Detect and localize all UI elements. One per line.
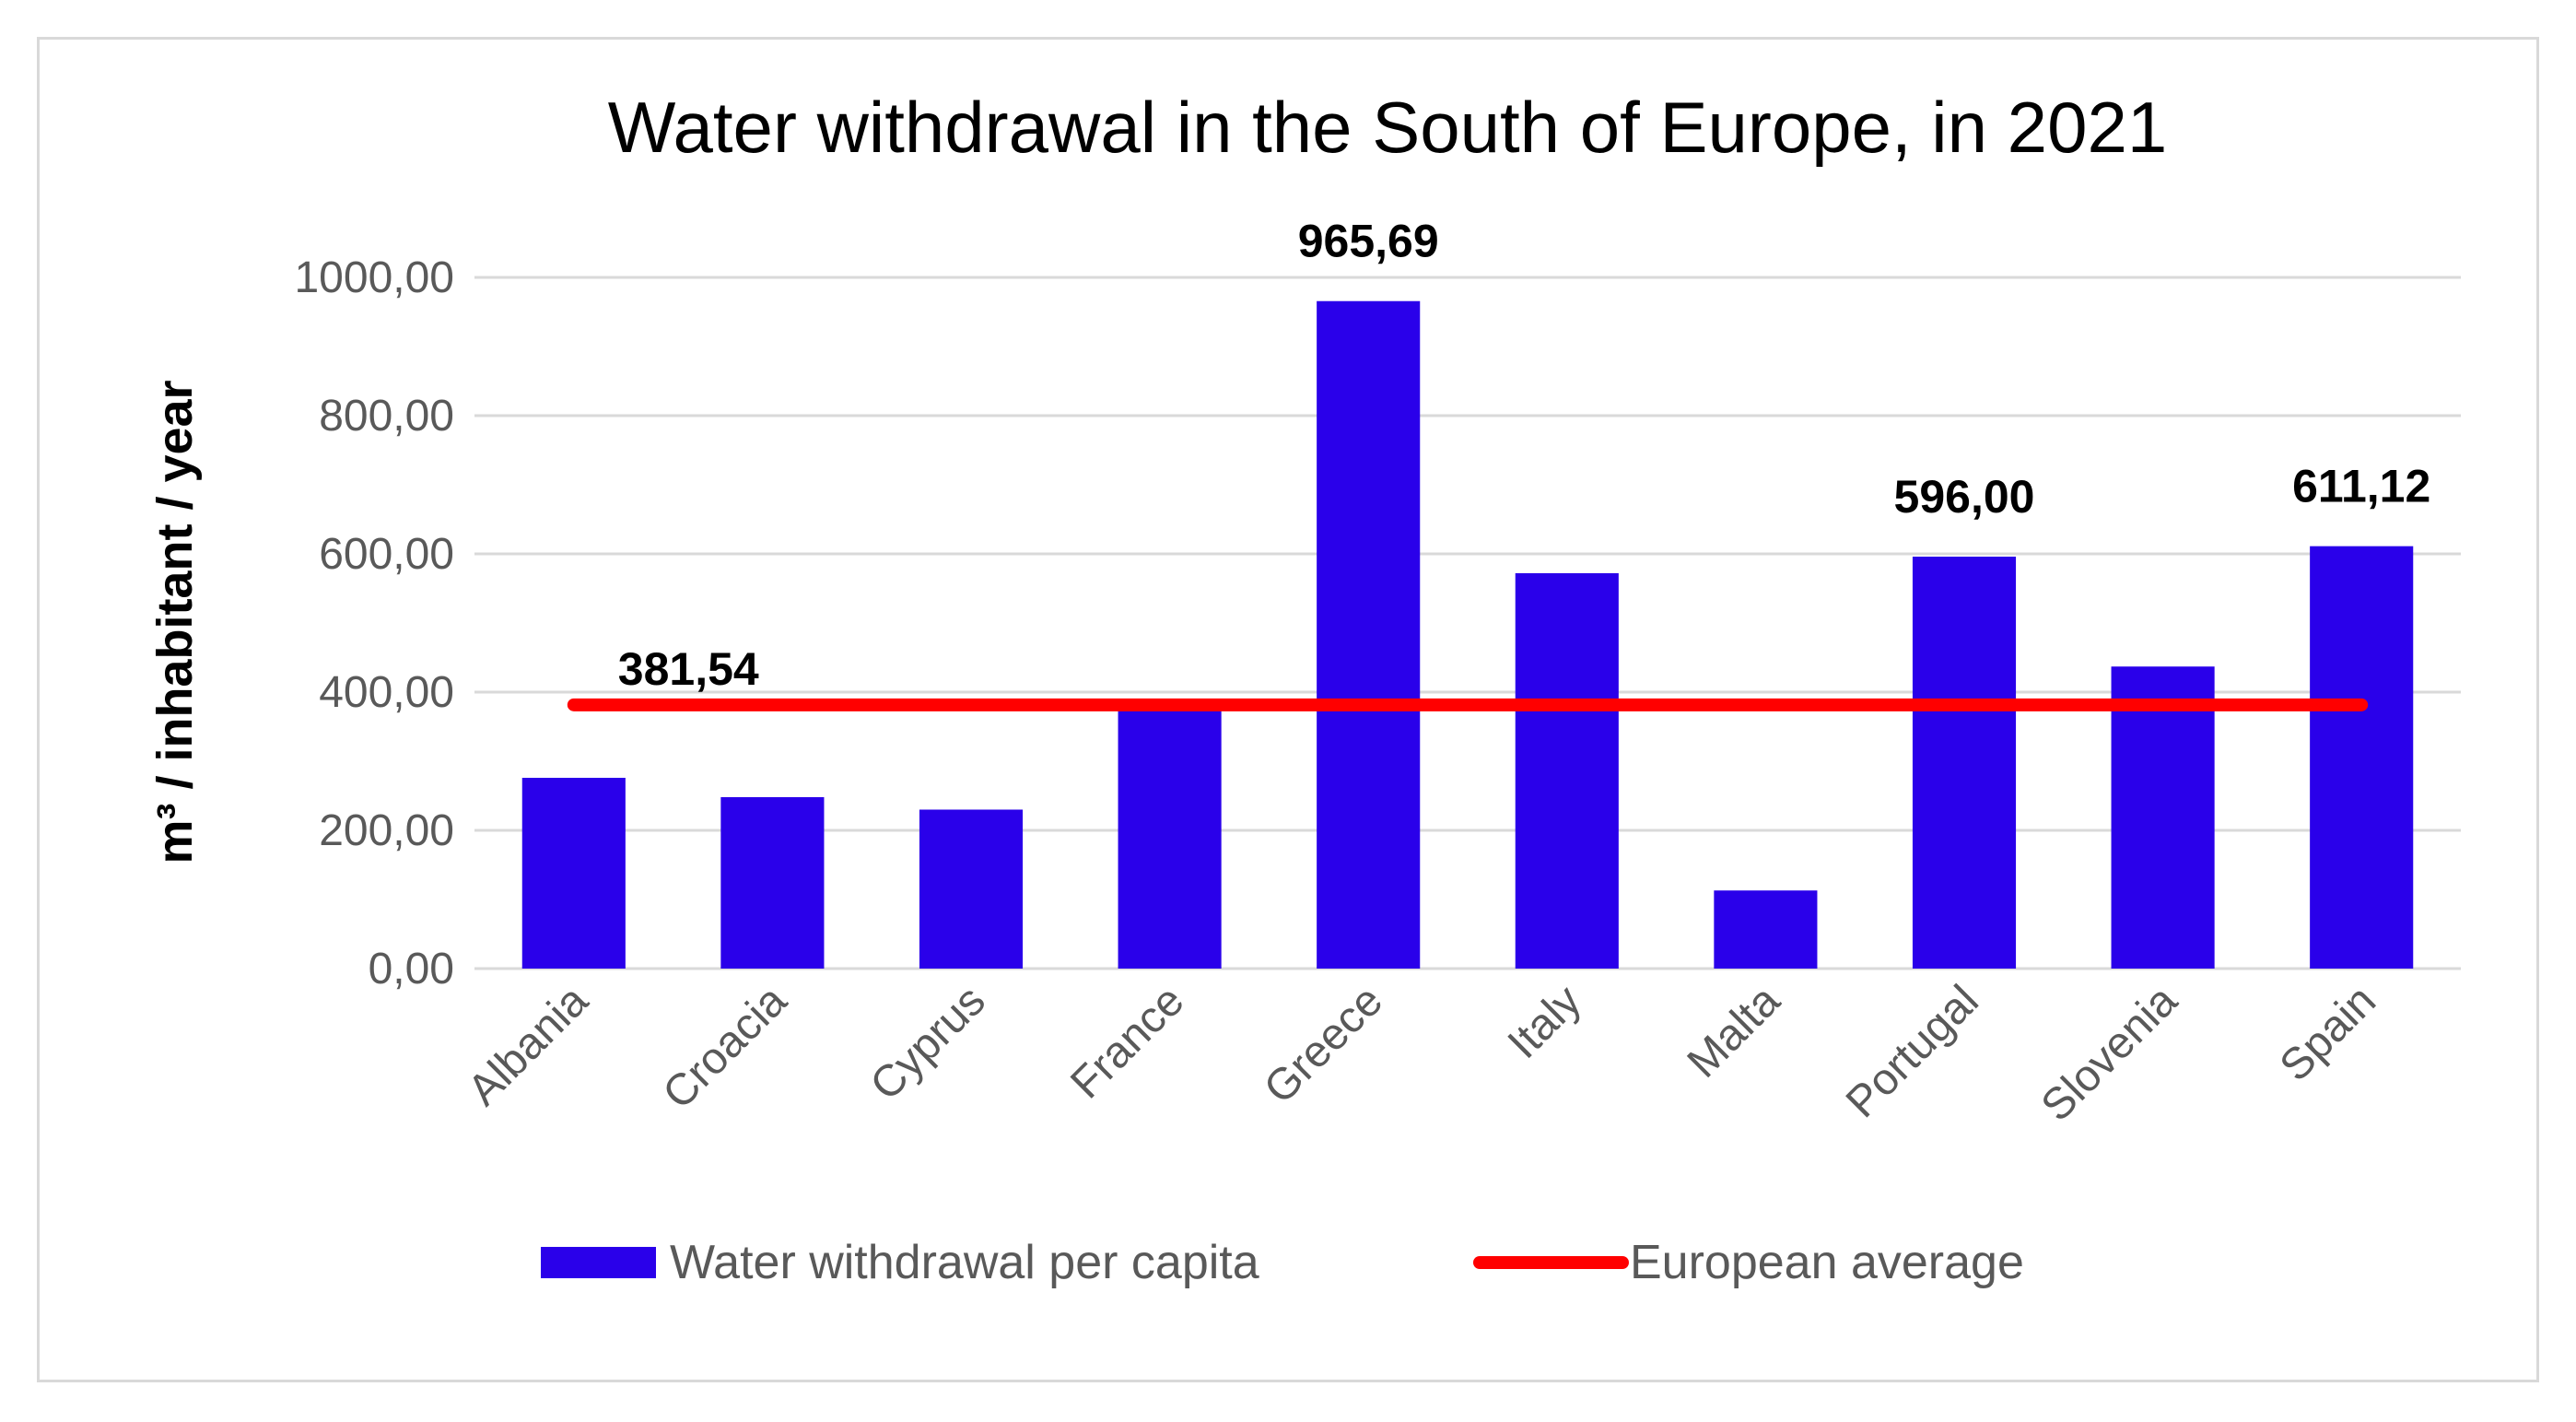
y-axis-ticks: 0,00 200,00 400,00 600,00 800,00 1000,00 xyxy=(294,253,454,993)
bar-slovenia xyxy=(2112,666,2215,969)
bar-italy xyxy=(1516,573,1619,969)
y-axis-label: m³ / inhabitant / year xyxy=(147,380,203,864)
legend-label-bars: Water withdrawal per capita xyxy=(670,1236,1259,1289)
x-tick-label: Greece xyxy=(1255,976,1392,1113)
chart-frame: Water withdrawal in the South of Europe,… xyxy=(37,37,2539,1382)
bar-malta xyxy=(1714,890,1817,969)
bar-france xyxy=(1118,708,1222,970)
x-axis-categories: Albania Croacia Cyprus France Greece Italy Mal… xyxy=(459,976,2385,1131)
data-label: 381,54 xyxy=(618,643,759,695)
x-tick-label: Italy xyxy=(1499,976,1591,1068)
bar-greece xyxy=(1317,301,1420,969)
x-tick-label: Albania xyxy=(459,976,598,1115)
data-label: 596,00 xyxy=(1894,471,2035,523)
y-tick-label: 0,00 xyxy=(369,945,454,993)
legend: Water withdrawal per capita European ave… xyxy=(541,1236,2024,1289)
y-tick-label: 1000,00 xyxy=(294,253,454,302)
bar-portugal xyxy=(1913,557,2016,969)
bar-croacia xyxy=(720,797,824,969)
y-tick-label: 800,00 xyxy=(319,392,454,441)
y-tick-label: 400,00 xyxy=(319,668,454,717)
y-tick-label: 600,00 xyxy=(319,530,454,579)
bar-spain xyxy=(2310,546,2413,969)
legend-swatch-bars xyxy=(541,1247,656,1278)
y-tick-label: 200,00 xyxy=(319,806,454,855)
x-tick-label: Spain xyxy=(2271,976,2385,1090)
bar-cyprus xyxy=(919,810,1023,970)
bars xyxy=(522,301,2414,969)
data-label: 611,12 xyxy=(2292,461,2430,512)
chart: Water withdrawal in the South of Europe,… xyxy=(40,40,2542,1385)
chart-title: Water withdrawal in the South of Europe,… xyxy=(608,87,2167,168)
x-tick-label: Cyprus xyxy=(861,976,995,1110)
bar-albania xyxy=(522,778,626,969)
x-tick-label: Slovenia xyxy=(2032,976,2187,1131)
x-tick-label: Portugal xyxy=(1837,976,1988,1127)
x-tick-label: France xyxy=(1061,976,1193,1108)
legend-label-line: European average xyxy=(1630,1236,2024,1289)
x-tick-label: Malta xyxy=(1679,976,1790,1087)
x-tick-label: Croacia xyxy=(654,976,797,1119)
data-label: 965,69 xyxy=(1298,216,1439,267)
